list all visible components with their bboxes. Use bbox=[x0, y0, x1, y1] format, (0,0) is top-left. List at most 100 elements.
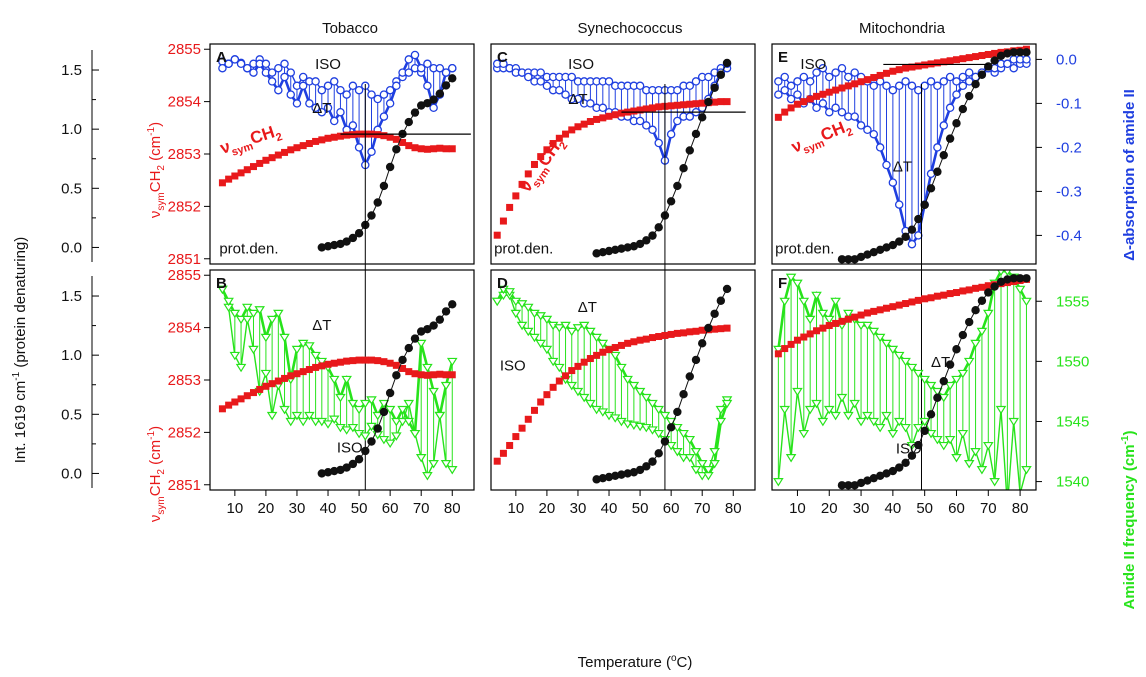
dt-point bbox=[958, 81, 968, 91]
iso-point bbox=[779, 405, 791, 415]
annotation: ISO bbox=[500, 358, 526, 375]
iso-point bbox=[567, 72, 577, 82]
protein-point bbox=[604, 246, 614, 256]
x-tick-label: 30 bbox=[853, 500, 870, 517]
right-tick-label: 1545 bbox=[1056, 413, 1089, 430]
protein-point bbox=[648, 231, 657, 240]
iso-point bbox=[366, 422, 377, 432]
protein-point bbox=[379, 407, 389, 417]
protein-point bbox=[850, 255, 859, 264]
lipid-axis-label-top-nu: ν bbox=[147, 211, 164, 219]
right-bottom-axis-label-main: Amide II frequency (cm bbox=[1121, 444, 1138, 609]
dt-point bbox=[292, 99, 302, 108]
lipid-point bbox=[787, 340, 795, 348]
protein-point bbox=[404, 343, 413, 353]
lipid-point bbox=[225, 175, 233, 183]
protein-point bbox=[895, 463, 904, 472]
lipid-point bbox=[698, 99, 706, 107]
lipid-point bbox=[562, 372, 570, 380]
protein-point bbox=[317, 243, 327, 252]
dt-point bbox=[888, 178, 898, 187]
dt-point bbox=[855, 321, 867, 331]
lipid-annotation-ch: CH bbox=[248, 122, 277, 148]
x-tick-label: 60 bbox=[948, 500, 965, 517]
protein-point bbox=[984, 288, 993, 297]
dt-point bbox=[823, 315, 835, 325]
dt-point bbox=[218, 63, 227, 73]
protein-tick-label: 0.5 bbox=[61, 406, 82, 423]
iso-point bbox=[862, 411, 873, 421]
protein-point bbox=[716, 296, 726, 305]
lipid-point bbox=[978, 52, 986, 60]
protein-point bbox=[996, 51, 1006, 61]
protein-point bbox=[392, 145, 401, 154]
dt-point bbox=[591, 333, 602, 343]
dt-point bbox=[404, 55, 414, 64]
protein-point bbox=[965, 317, 974, 327]
dt-point bbox=[875, 143, 885, 152]
protein-point bbox=[435, 315, 445, 324]
dt-point bbox=[522, 303, 534, 313]
x-tick-label: 40 bbox=[320, 500, 337, 517]
dt-point bbox=[416, 63, 426, 73]
iso-point bbox=[229, 351, 241, 361]
dt-point bbox=[703, 472, 714, 481]
protein-point bbox=[844, 255, 853, 264]
dt-point bbox=[348, 121, 358, 130]
lipid-point bbox=[442, 145, 450, 153]
dt-point bbox=[653, 405, 665, 415]
iso-point bbox=[385, 85, 395, 95]
dt-point bbox=[869, 129, 879, 139]
x-tick-label: 50 bbox=[916, 500, 933, 517]
x-axis-label-sup: o bbox=[671, 653, 677, 664]
protein-point bbox=[907, 225, 917, 234]
lipid-point bbox=[568, 367, 576, 375]
protein-point bbox=[617, 244, 626, 253]
dt-point bbox=[882, 160, 891, 170]
dt-point bbox=[560, 321, 571, 331]
x-tick-label: 50 bbox=[351, 500, 368, 517]
iso-point bbox=[774, 77, 783, 86]
lipid-tick-label: 2854 bbox=[168, 320, 201, 337]
iso-point bbox=[964, 68, 974, 77]
lipid-tick-label: 2855 bbox=[168, 267, 201, 284]
lipid-point bbox=[851, 80, 859, 88]
annotation: ISO bbox=[337, 439, 363, 456]
dt-point bbox=[868, 327, 880, 337]
lipid-point bbox=[902, 300, 910, 308]
protein-point bbox=[1022, 274, 1031, 283]
dt-point bbox=[779, 297, 791, 307]
iso-point bbox=[900, 423, 911, 433]
lipid-axis-label-bottom-unit-sup: -1 bbox=[146, 430, 157, 439]
lipid-point bbox=[537, 153, 545, 161]
iso-point bbox=[317, 85, 327, 95]
x-tick-label: 20 bbox=[821, 500, 838, 517]
lipid-axis-label-bottom-sub2: 2 bbox=[156, 469, 167, 475]
dt-point bbox=[236, 59, 246, 69]
iso-point bbox=[805, 77, 815, 86]
iso-point bbox=[354, 85, 364, 95]
x-tick-label: 10 bbox=[789, 500, 806, 517]
protein-point bbox=[592, 249, 601, 258]
iso-point bbox=[384, 439, 396, 449]
iso-point bbox=[715, 405, 727, 415]
annotation: ΔT bbox=[568, 91, 587, 108]
lipid-point bbox=[399, 364, 407, 372]
lipid-annotation-sub2: 2 bbox=[557, 140, 570, 152]
iso-point bbox=[428, 460, 439, 469]
protein-denaturing-axis: 0.0 0.5 1.0 1.5 0.0 0.5 1.0 1.5 bbox=[61, 50, 99, 488]
dt-point bbox=[391, 417, 402, 427]
protein-point bbox=[654, 449, 663, 458]
lipid-point bbox=[692, 100, 700, 108]
iso-point bbox=[373, 94, 382, 104]
protein-point bbox=[367, 437, 376, 446]
lipid-point bbox=[493, 231, 501, 239]
lipid-point bbox=[965, 286, 973, 294]
column-title-tobacco: Tobacco bbox=[322, 20, 378, 37]
lipid-point bbox=[368, 356, 376, 364]
dt-point bbox=[335, 393, 346, 403]
iso-point bbox=[541, 345, 553, 355]
protein-point bbox=[710, 83, 719, 92]
lipid-point bbox=[649, 104, 657, 112]
lipid-point bbox=[543, 391, 551, 399]
